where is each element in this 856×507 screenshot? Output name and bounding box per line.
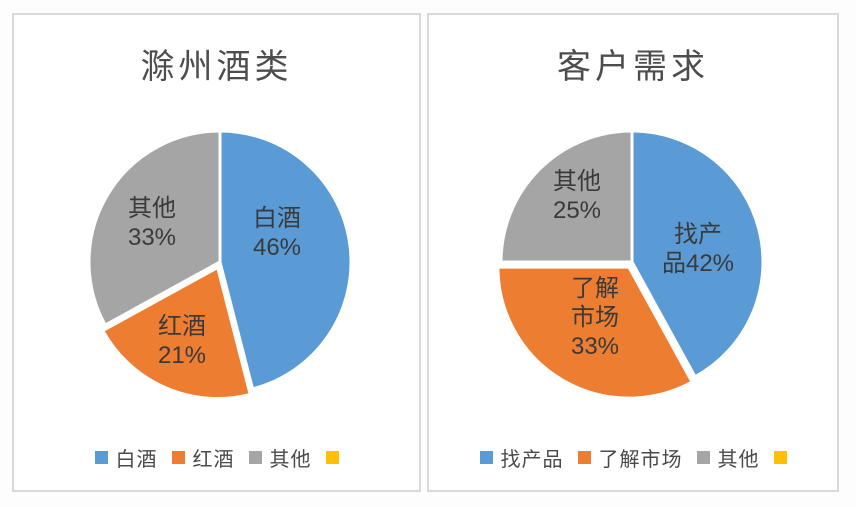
pie-slice-1[interactable] [496,265,694,400]
chart-title: 客户需求 [557,49,709,86]
chart-title: 滁州酒类 [140,49,293,86]
pie-slice-0[interactable] [218,129,353,391]
pie-chart-alcohol-types [87,129,353,400]
legend: 找产品 了解市场 其他 [429,443,837,472]
legend-label: 红酒 [192,449,235,471]
legend-item-qita[interactable]: 其他 [248,443,312,472]
legend-label: 了解市场 [598,449,683,471]
chart-panel-customer-needs: 客户需求 找产 品42% 了解 市场 33% 其他 25% 找产品 了解市场 其… [427,13,839,492]
legend-swatch-orange [577,451,591,464]
legend-swatch-orange [171,451,185,464]
legend-item-liaojieshichang[interactable]: 了解市场 [577,443,683,472]
legend-swatch-blue [94,451,108,464]
legend-label: 找产品 [500,449,564,471]
legend-swatch-blue [479,451,493,464]
pie-slice-0[interactable] [630,129,765,379]
legend-swatch-gray [696,451,710,464]
legend-label: 白酒 [115,449,158,471]
legend-item-unlabeled[interactable] [773,451,787,464]
legend-swatch-gray [248,451,262,464]
legend-item-baijiu[interactable]: 白酒 [94,443,158,472]
legend: 白酒 红酒 其他 [14,443,419,472]
chart-panel-alcohol-types: 滁州酒类 白酒 46% 红酒 21% 其他 33% 白酒 红酒 其他 [12,13,421,492]
legend-item-qita[interactable]: 其他 [696,443,760,472]
legend-item-zhaochanpin[interactable]: 找产品 [479,443,564,472]
legend-item-unlabeled[interactable] [325,451,339,464]
legend-item-hongjiu[interactable]: 红酒 [171,443,235,472]
legend-swatch-yellow [325,451,339,464]
legend-label: 其他 [717,449,760,471]
pie-slice-2[interactable] [499,129,634,264]
pie-slice-1[interactable] [101,266,252,400]
legend-swatch-yellow [773,451,787,464]
legend-label: 其他 [269,449,312,471]
pie-chart-customer-needs [496,129,765,400]
pie-slice-2[interactable] [87,129,222,327]
